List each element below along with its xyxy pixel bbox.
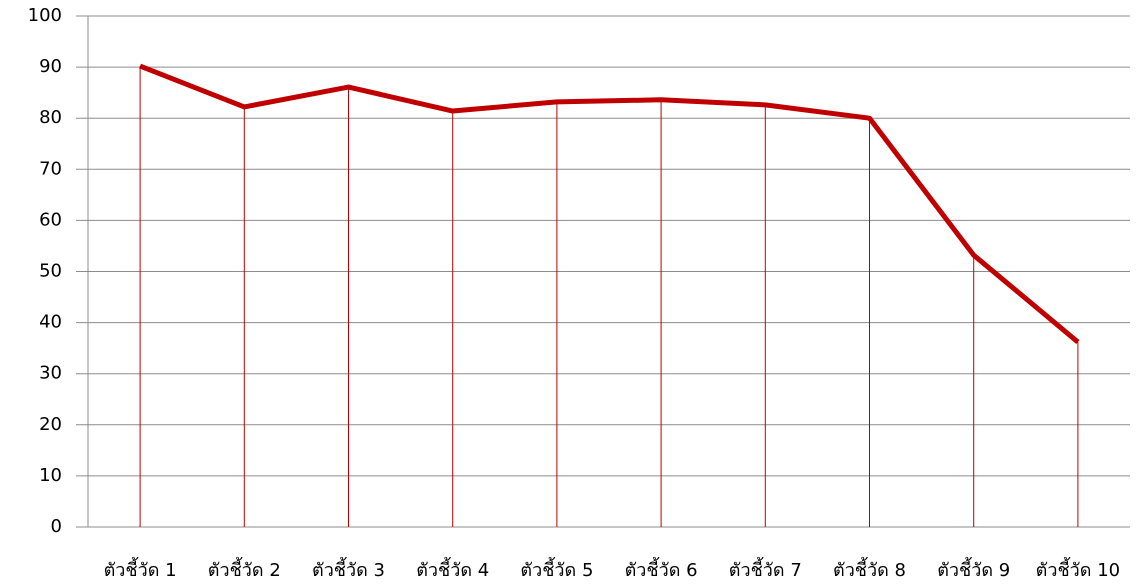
y-tick-label: 20 (39, 414, 62, 435)
x-tick-label: ตัวชี้วัด 4 (416, 557, 489, 581)
y-tick-label: 10 (39, 465, 62, 486)
x-tick-label: ตัวชี้วัด 8 (833, 557, 906, 581)
y-tick-label: 40 (39, 312, 62, 333)
x-tick-label: ตัวชี้วัด 5 (520, 557, 593, 581)
y-tick-label: 30 (39, 363, 62, 384)
y-tick-label: 100 (28, 5, 62, 26)
y-tick-label: 0 (51, 516, 62, 537)
x-tick-label: ตัวชี้วัด 7 (729, 557, 802, 581)
data-line (139, 63, 1080, 344)
y-tick-label: 60 (39, 209, 62, 230)
y-tick-label: 90 (39, 56, 62, 77)
x-tick-label: ตัวชี้วัด 2 (208, 557, 281, 581)
x-tick-label: ตัวชี้วัด 3 (312, 557, 385, 581)
x-tick-label: ตัวชี้วัด 6 (625, 557, 698, 581)
x-tick-label: ตัวชี้วัด 1 (104, 557, 177, 581)
y-tick-label: 70 (39, 158, 62, 179)
x-tick-label: ตัวชี้วัด 9 (937, 557, 1010, 581)
x-tick-label: ตัวชี้วัด 10 (1036, 557, 1120, 581)
y-tick-label: 50 (39, 261, 62, 282)
y-tick-label: 80 (39, 107, 62, 128)
